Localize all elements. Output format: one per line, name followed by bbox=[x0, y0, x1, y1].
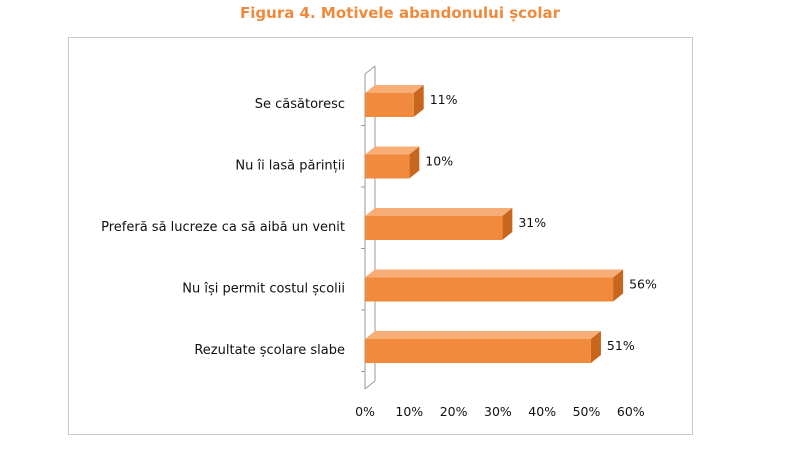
data-label: 11% bbox=[430, 92, 458, 107]
x-tick-label: 10% bbox=[395, 404, 423, 419]
x-tick-label: 60% bbox=[617, 404, 645, 419]
bar-front bbox=[365, 216, 503, 240]
bar-top-face bbox=[365, 269, 624, 278]
bars-layer bbox=[365, 85, 624, 363]
floor-depth-line bbox=[364, 380, 376, 390]
labels-layer: Se căsătoresc 11% Nu îi lasă părinții 10% Pr… bbox=[101, 92, 657, 358]
bar-top-face bbox=[365, 208, 513, 216]
bar-front bbox=[365, 339, 591, 363]
bar-side-face bbox=[502, 208, 513, 240]
figure-title: Figura 4. Motivele abandonului școlar bbox=[240, 4, 560, 22]
ticks-layer: 0% 10% 20% 30% 40% 50% 60% bbox=[355, 404, 645, 419]
data-label: 56% bbox=[629, 277, 657, 292]
data-label: 51% bbox=[607, 338, 635, 353]
bar-front bbox=[365, 154, 410, 179]
bar bbox=[365, 269, 624, 302]
x-tick-label: 0% bbox=[355, 404, 375, 419]
bar-side-face bbox=[413, 85, 424, 117]
category-label: Se căsătoresc bbox=[255, 97, 345, 112]
x-tick-label: 30% bbox=[484, 404, 512, 419]
bar bbox=[365, 146, 420, 179]
bar bbox=[365, 331, 601, 363]
data-label: 31% bbox=[518, 215, 546, 230]
category-label: Nu își permit costul școlii bbox=[182, 282, 345, 297]
bar bbox=[365, 208, 513, 240]
bar bbox=[365, 85, 424, 117]
y-axis-depth-line bbox=[364, 65, 376, 75]
category-label: Preferă să lucreze ca să aibă un venit bbox=[101, 220, 345, 235]
bar-front bbox=[365, 277, 614, 302]
x-tick-label: 20% bbox=[440, 404, 468, 419]
category-label: Nu îi lasă părinții bbox=[235, 159, 345, 174]
category-label: Rezultate școlare slabe bbox=[194, 343, 345, 358]
bar-top-face bbox=[365, 146, 420, 155]
bar-side-face bbox=[613, 269, 624, 302]
bar-top-face bbox=[365, 331, 601, 339]
bar-side-face bbox=[590, 331, 601, 363]
bar-side-face bbox=[409, 146, 420, 179]
bar-top-face bbox=[365, 85, 424, 93]
bar-front bbox=[365, 93, 414, 117]
x-tick-label: 50% bbox=[573, 404, 601, 419]
data-label: 10% bbox=[425, 154, 453, 169]
x-tick-label: 40% bbox=[528, 404, 556, 419]
